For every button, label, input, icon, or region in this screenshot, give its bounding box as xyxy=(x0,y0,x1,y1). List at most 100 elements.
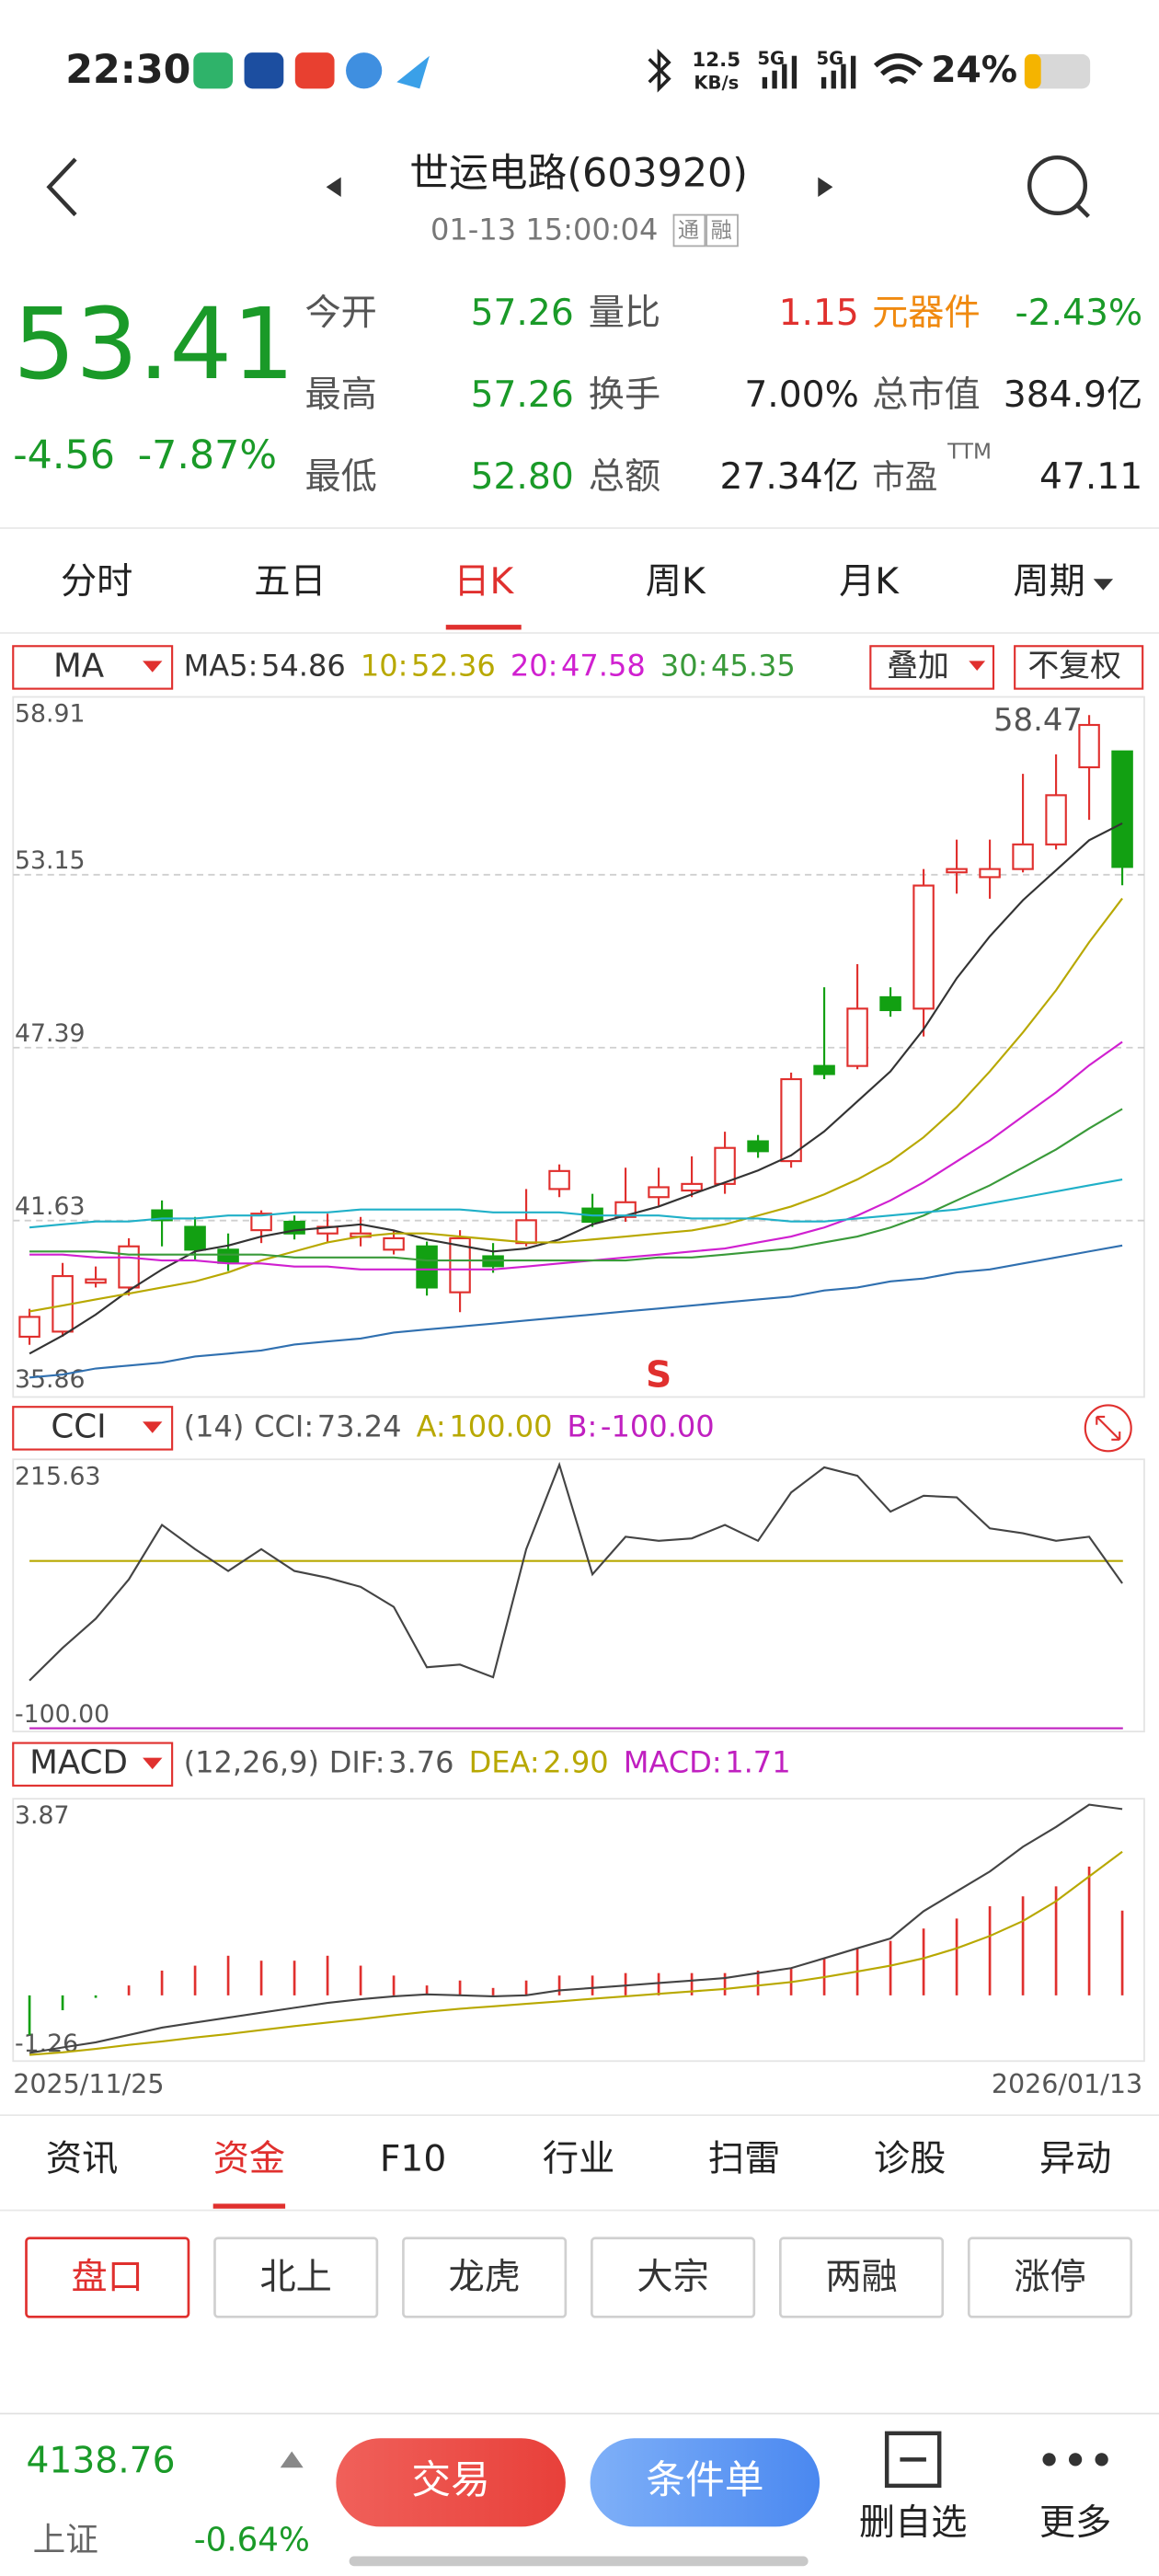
stat-value: 1.15 xyxy=(779,293,859,334)
app-icon xyxy=(396,55,430,89)
candle-body xyxy=(184,1225,206,1251)
y-tick-label: -100.00 xyxy=(15,1700,109,1729)
indicator-dropdown[interactable] xyxy=(12,1406,174,1451)
search-button[interactable] xyxy=(1027,155,1088,216)
stat-value: 7.00% xyxy=(744,374,859,416)
app-icon xyxy=(244,52,284,89)
candle-body xyxy=(548,1169,570,1190)
bottom-tab[interactable]: 资金 xyxy=(213,2139,285,2180)
change: -4.56 xyxy=(13,432,115,478)
legend-value: -100.00 xyxy=(601,1409,715,1443)
bar xyxy=(772,70,777,89)
remove-icon[interactable] xyxy=(884,2431,942,2489)
legend-name: 10: xyxy=(361,648,408,683)
candle-body xyxy=(250,1213,272,1232)
dot xyxy=(1042,2453,1056,2467)
stat-value: 57.26 xyxy=(471,293,574,334)
tab[interactable]: 五日 xyxy=(254,561,326,603)
bar xyxy=(820,76,827,89)
max-price-label: 58.47 xyxy=(993,702,1083,738)
search-handle xyxy=(1075,203,1090,218)
dropdown-arrow xyxy=(143,1757,163,1770)
period-dropdown[interactable] xyxy=(1093,579,1114,591)
indicator-line xyxy=(29,1461,1123,1682)
sub-tab-label: 盘口 xyxy=(72,2257,143,2298)
bottom-tab[interactable]: 扫雷 xyxy=(708,2139,780,2180)
tab[interactable]: 周期 xyxy=(1013,561,1084,603)
tab[interactable]: 分时 xyxy=(61,561,132,603)
back-button[interactable] xyxy=(46,157,77,217)
indicator-name: CCI xyxy=(51,1408,106,1445)
indicator-dropdown[interactable] xyxy=(12,645,174,690)
option-button[interactable] xyxy=(1014,645,1144,690)
change-pct: -7.87% xyxy=(138,432,277,478)
more-icon[interactable] xyxy=(1042,2453,1108,2467)
stat-label: 总市值 xyxy=(872,374,981,416)
condition-button[interactable] xyxy=(590,2438,820,2527)
sub-tab[interactable] xyxy=(213,2237,379,2318)
sub-tab[interactable] xyxy=(402,2237,568,2318)
indicator-dropdown[interactable] xyxy=(12,1742,174,1787)
index-name: 上证 xyxy=(33,2521,98,2559)
stat-label: 元器件 xyxy=(872,293,981,334)
indicator-params: (12,26,9) xyxy=(184,1745,319,1780)
bottom-tab-underline xyxy=(212,2203,286,2209)
remove-label[interactable]: 删自选 xyxy=(859,2502,968,2544)
candle-body xyxy=(383,1236,405,1251)
legend-name: DIF: xyxy=(329,1745,385,1780)
candle-body xyxy=(85,1278,107,1284)
candle-body xyxy=(946,868,968,874)
candle-body xyxy=(979,868,1001,879)
ma-line xyxy=(29,1108,1123,1262)
clock: 22:30 xyxy=(65,47,190,93)
tab[interactable]: 月K xyxy=(839,561,900,603)
stat-label: 换手 xyxy=(589,374,660,416)
prev-stock[interactable] xyxy=(326,177,341,197)
stat-value: 57.26 xyxy=(471,374,574,416)
candle-body xyxy=(217,1248,239,1264)
bottom-tab[interactable]: 资讯 xyxy=(46,2139,118,2180)
candle-body xyxy=(780,1077,802,1163)
tab[interactable]: 日K xyxy=(453,561,514,603)
expand-icon xyxy=(1096,1415,1121,1441)
sub-tab[interactable] xyxy=(591,2237,756,2318)
indicator-line xyxy=(29,1803,1123,2054)
expand-button[interactable] xyxy=(1084,1404,1132,1453)
bar xyxy=(841,63,846,89)
sub-tab[interactable] xyxy=(967,2237,1133,2318)
candle-body xyxy=(879,995,901,1012)
trade-button[interactable] xyxy=(336,2438,566,2527)
index-value: 4138.76 xyxy=(27,2440,176,2481)
next-stock[interactable] xyxy=(818,177,833,197)
option-button[interactable] xyxy=(869,645,995,690)
stat-label: 最高 xyxy=(304,374,376,416)
index-change: -0.64% xyxy=(194,2521,310,2559)
bottom-tab[interactable]: 行业 xyxy=(543,2139,614,2180)
ma-line xyxy=(29,1244,1123,1379)
candle-body xyxy=(912,884,935,1010)
tab[interactable]: 周K xyxy=(646,561,706,603)
legend-name: MA5: xyxy=(184,648,258,683)
index-expand[interactable] xyxy=(280,2451,304,2468)
indicator-line xyxy=(29,1850,1123,2056)
sub-tab[interactable] xyxy=(25,2237,190,2318)
dot xyxy=(1095,2453,1108,2467)
candle-body xyxy=(1078,723,1100,769)
plot-frame xyxy=(12,1458,1145,1732)
datetime: 01-13 15:00:04 xyxy=(430,212,658,247)
sub-tab[interactable] xyxy=(778,2237,945,2318)
bottom-tab[interactable]: 诊股 xyxy=(874,2139,946,2180)
stat-value: 52.80 xyxy=(471,456,574,498)
signal-bars xyxy=(820,55,856,89)
sub-tab-label: 大宗 xyxy=(637,2257,708,2298)
more-label[interactable]: 更多 xyxy=(1039,2502,1111,2544)
bottom-tab[interactable]: 异动 xyxy=(1039,2139,1111,2180)
net-unit: KB/s xyxy=(694,72,739,93)
app-icon xyxy=(346,52,383,89)
bottom-tab[interactable]: F10 xyxy=(380,2139,446,2180)
stat-value: -2.43% xyxy=(1016,293,1143,334)
sub-tab-label: 北上 xyxy=(259,2257,331,2298)
bar xyxy=(782,63,787,89)
badge-text: 通 xyxy=(678,219,699,243)
legend-value: 1.71 xyxy=(725,1745,790,1780)
